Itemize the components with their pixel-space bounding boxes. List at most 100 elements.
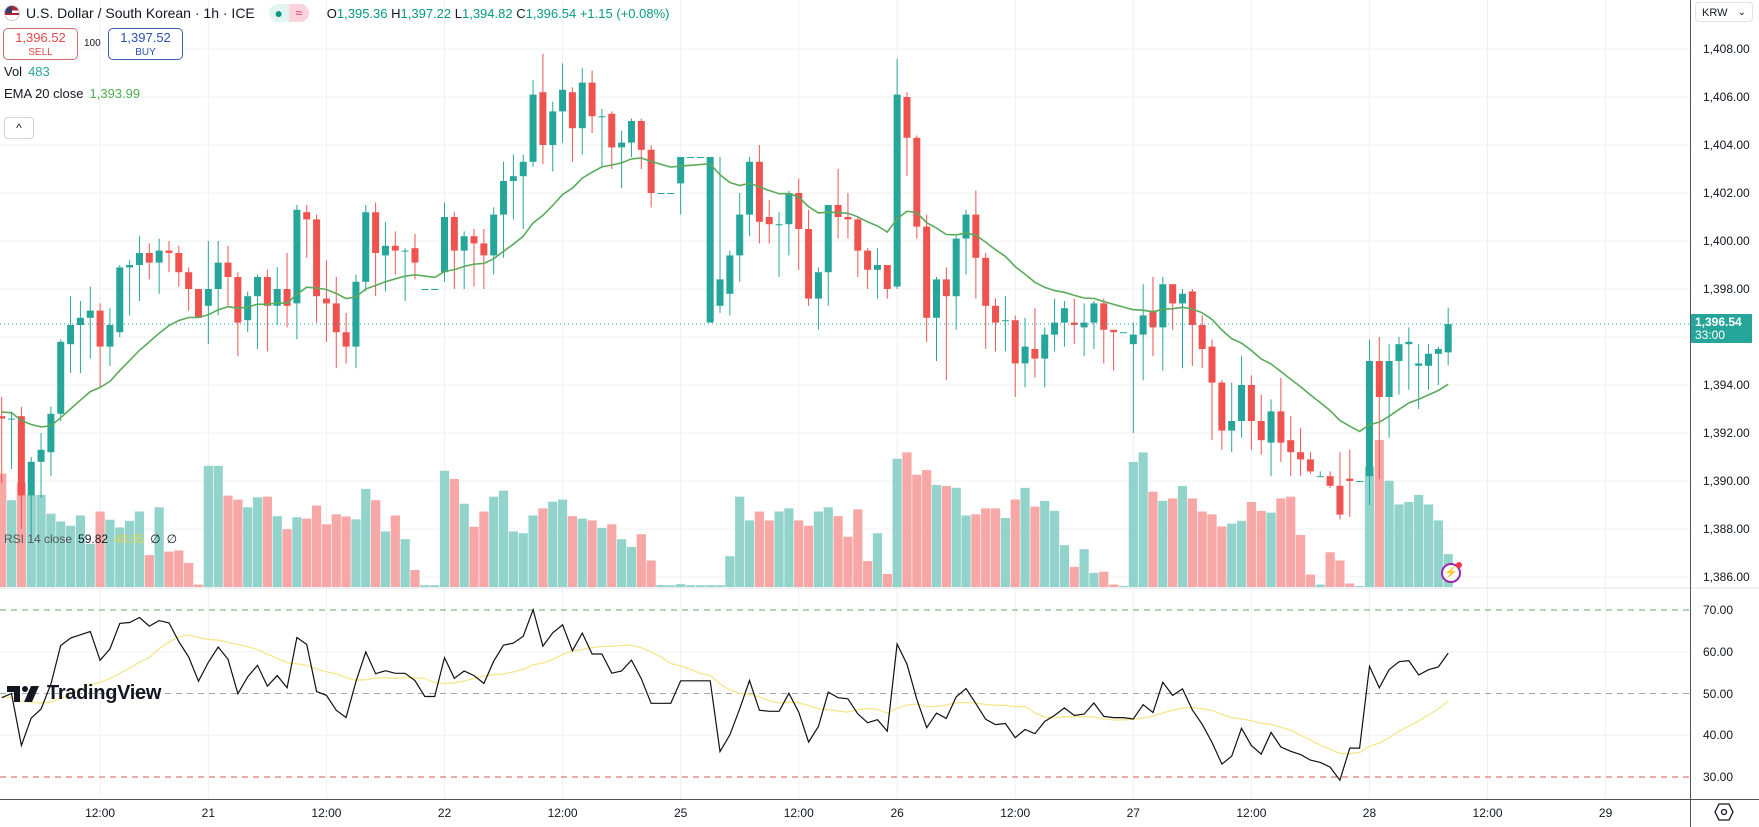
candle [381, 221, 389, 292]
symbol-title[interactable]: U.S. Dollar / South Korean · 1h · ICE [26, 5, 255, 21]
candle-body [185, 272, 193, 289]
candle-body [1119, 332, 1127, 334]
candle-body [96, 310, 104, 347]
candle-body [1021, 346, 1029, 364]
candle-body [1326, 476, 1334, 486]
volume-bar [479, 511, 489, 587]
volume-bar [498, 490, 509, 587]
candle-body [1070, 322, 1078, 325]
candle [923, 214, 931, 342]
candle-body [854, 219, 862, 251]
volume-bar [85, 543, 95, 587]
ohlc-values: O1,395.36 H1,397.22 L1,394.82 C1,396.54 … [327, 6, 670, 21]
rsi-legend[interactable]: RSI 14 close 59.82 48.05 ∅ ∅ [4, 532, 177, 546]
ema-legend[interactable]: EMA 20 close 1,393.99 [4, 86, 140, 101]
low-label: L [454, 5, 462, 21]
candle [519, 154, 527, 229]
candle [145, 243, 153, 280]
candle [27, 457, 35, 541]
delayed-approx-icon: ≈ [288, 4, 309, 22]
candle-body [667, 193, 675, 194]
candle [1434, 346, 1442, 385]
candle [234, 272, 242, 357]
volume-bar [538, 508, 548, 587]
volume-bar [853, 509, 863, 587]
candle [755, 145, 763, 244]
candle-body [67, 325, 75, 345]
rsi-axis-label: 40.00 [1703, 728, 1734, 743]
volume-bar [16, 482, 26, 587]
candle-body [1336, 485, 1344, 515]
candle [8, 411, 16, 469]
volume-bar [1394, 504, 1404, 587]
candle [1218, 380, 1226, 450]
candle [1238, 356, 1246, 438]
volume-bar [774, 511, 784, 587]
candle [844, 193, 852, 239]
candle [873, 248, 881, 299]
volume-bar [282, 529, 292, 587]
candle-body [1051, 322, 1059, 335]
candle [76, 301, 84, 373]
candle-body [1375, 361, 1383, 397]
candle [293, 205, 301, 340]
buy-button[interactable]: 1,397.52 BUY [108, 28, 183, 60]
candle-body [706, 157, 714, 323]
volume-bar [1404, 501, 1414, 587]
candle-body [1149, 310, 1157, 328]
rsi-axis-label: 30.00 [1703, 770, 1734, 784]
volume-bar [892, 458, 902, 587]
volume-bar [233, 499, 243, 587]
candle [165, 241, 173, 273]
candle [1365, 339, 1373, 505]
sell-button[interactable]: 1,396.52 SELL [3, 28, 78, 60]
rsi-line [1, 607, 1449, 782]
candle [1267, 399, 1275, 477]
candle-body [834, 205, 842, 217]
lightning-icon[interactable]: ⚡ [1441, 562, 1462, 583]
collapse-legend-button[interactable]: ^ [4, 117, 34, 139]
currency-dropdown[interactable]: KRW ⌄ [1695, 2, 1753, 22]
candle [1247, 375, 1255, 450]
candle-body [1198, 325, 1206, 349]
rsi-axis-label: 50.00 [1703, 686, 1734, 701]
notification-dot [1456, 562, 1462, 568]
volume-bar [193, 584, 204, 587]
candle [746, 157, 754, 237]
candle-body [559, 89, 567, 112]
rsi-extra-value-1: ∅ [150, 532, 161, 546]
volume-bar [0, 473, 7, 587]
time-axis-label: 29 [1598, 806, 1613, 820]
candle-body [982, 257, 990, 306]
candle [352, 274, 360, 369]
candle [0, 397, 6, 484]
candle [126, 260, 134, 316]
volume-bar [1010, 499, 1020, 587]
tradingview-logo[interactable]: TradingView [7, 682, 161, 705]
volume-bar [400, 539, 410, 587]
candle-body [17, 416, 25, 496]
candle [421, 289, 429, 290]
price-axis-label: 1,408.00 [1703, 42, 1750, 56]
candle-body [1100, 303, 1108, 330]
volume-bar [1286, 496, 1296, 587]
volume-bar [882, 573, 892, 587]
candle [657, 193, 665, 194]
settings-icon[interactable] [1714, 803, 1734, 821]
volume-bar [134, 511, 145, 587]
candle-body [1385, 361, 1393, 397]
candle [1316, 471, 1324, 478]
candle [17, 406, 25, 529]
candle-body [362, 212, 370, 282]
candle-body [175, 253, 183, 273]
candle-body [372, 212, 380, 253]
candle [283, 253, 291, 328]
candle-body [716, 279, 724, 306]
volume-bar [489, 496, 499, 587]
candle [263, 269, 271, 352]
candle [1070, 298, 1078, 345]
market-status[interactable]: ● ≈ [268, 4, 309, 22]
volume-legend[interactable]: Vol 483 [4, 64, 50, 79]
